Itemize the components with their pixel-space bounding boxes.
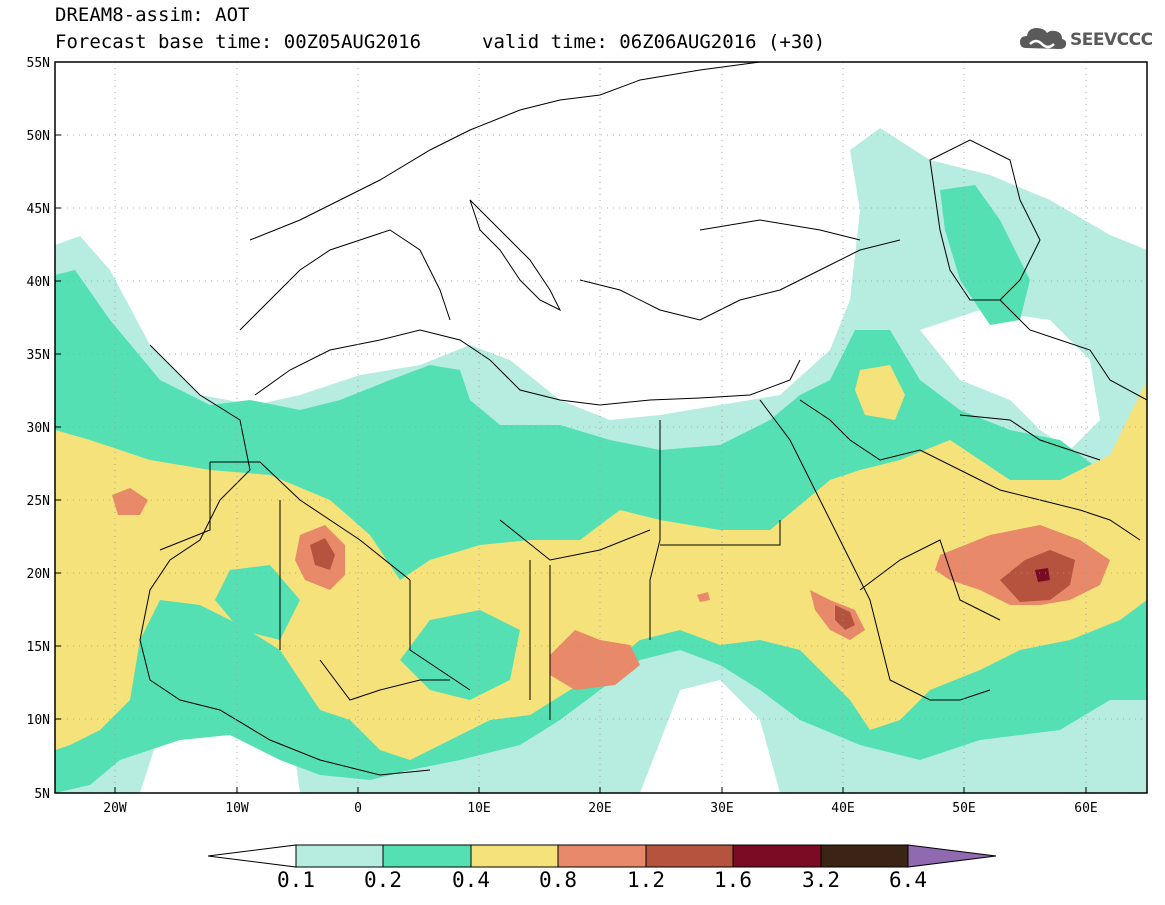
lon-label: 0 <box>354 801 362 816</box>
lat-label: 20N <box>27 567 50 582</box>
colorbar-label: 1.2 <box>627 868 665 892</box>
lat-label: 55N <box>27 56 50 71</box>
seevccc-logo: SEEVCCC <box>1018 20 1153 60</box>
valid-time: valid time: 06Z06AUG2016 (+30) <box>482 31 826 53</box>
grid-lines <box>55 62 1147 793</box>
colorbar-label: 3.2 <box>802 868 840 892</box>
tick-marks <box>55 61 1087 794</box>
lat-label: 25N <box>27 494 50 509</box>
lat-label: 30N <box>27 421 50 436</box>
coastlines <box>139 62 1147 776</box>
lat-label: 45N <box>27 202 50 217</box>
colorbar-label: 1.6 <box>714 868 752 892</box>
lat-label: 40N <box>27 275 50 290</box>
lon-label: 50E <box>952 801 975 816</box>
longitude-labels: 20W 10W 0 10E 20E 30E 40E 50E 60E <box>103 801 1097 816</box>
lat-label: 10N <box>27 713 50 728</box>
colorbar-label: 0.1 <box>277 868 315 892</box>
lat-label: 35N <box>27 348 50 363</box>
lat-label: 50N <box>27 129 50 144</box>
colorbar-label: 6.4 <box>889 868 927 892</box>
lat-label: 5N <box>34 787 50 802</box>
forecast-base-time: Forecast base time: 00Z05AUG2016 <box>55 31 422 53</box>
logo-text: SEEVCCC <box>1070 30 1153 50</box>
lat-label: 15N <box>27 640 50 655</box>
cloud-icon <box>1020 28 1067 49</box>
lon-label: 30E <box>710 801 733 816</box>
lon-label: 20W <box>103 801 127 816</box>
lon-label: 10E <box>467 801 490 816</box>
lon-label: 10W <box>225 801 249 816</box>
lon-label: 40E <box>831 801 854 816</box>
colorbar-label: 0.4 <box>452 868 490 892</box>
colorbar-label: 0.2 <box>364 868 402 892</box>
latitude-labels: 55N 50N 45N 40N 35N 30N 25N 20N 15N 10N … <box>27 56 50 802</box>
map-title: DREAM8-assim: AOT <box>55 4 250 26</box>
colorbar-label: 0.8 <box>539 868 577 892</box>
aot-contours <box>55 128 1147 793</box>
lon-label: 60E <box>1074 801 1097 816</box>
lon-label: 20E <box>588 801 611 816</box>
